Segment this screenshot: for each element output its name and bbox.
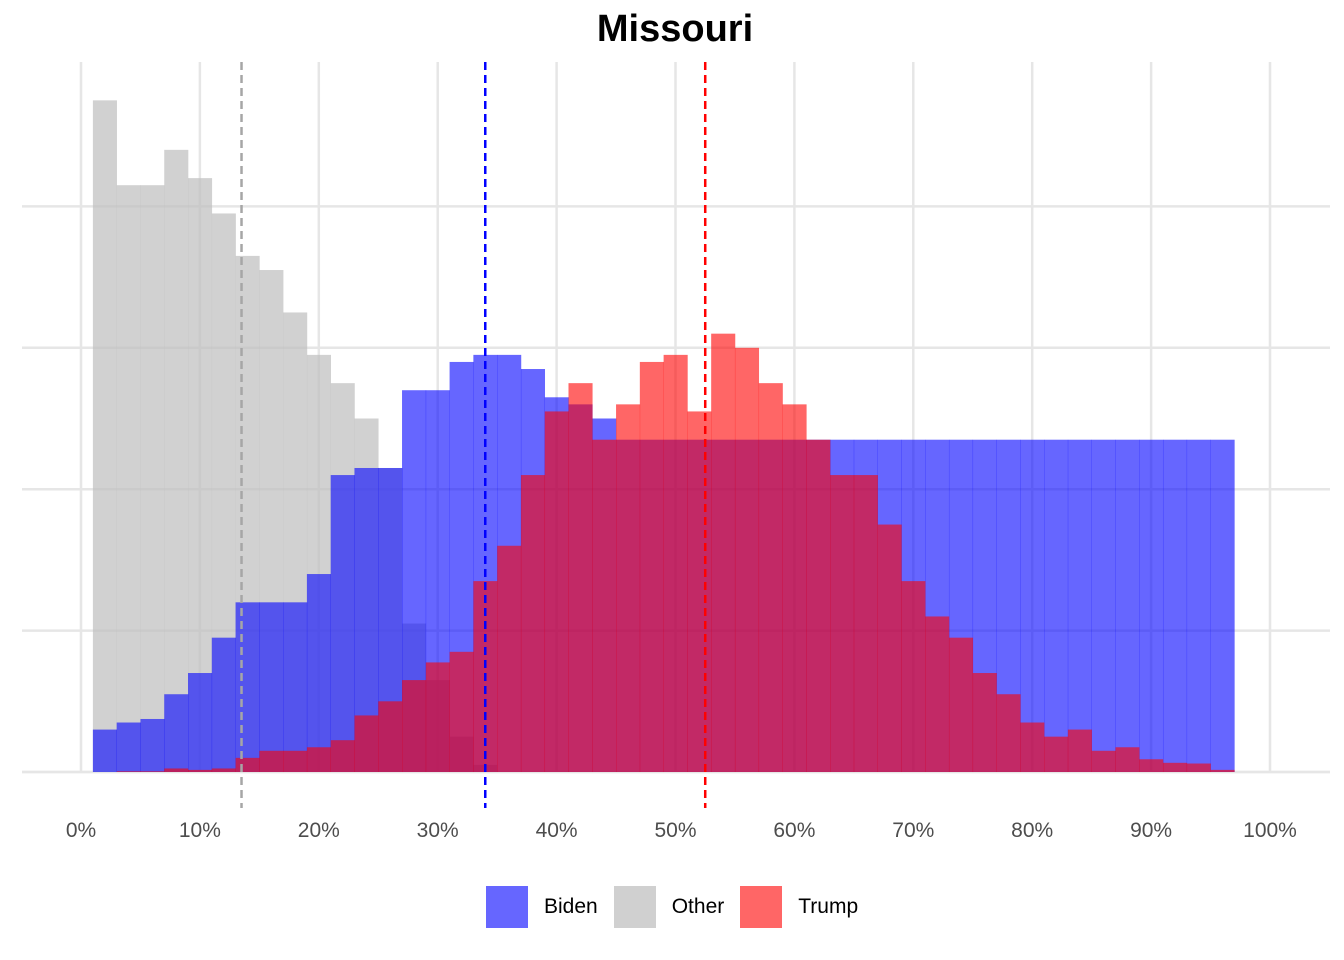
bar-trump-15 (449, 651, 474, 772)
bar-biden-39 (1020, 439, 1045, 772)
legend-item-other: Other (613, 886, 725, 928)
bar-biden-1 (116, 722, 141, 772)
bar-biden-0 (92, 729, 117, 772)
bar-other-0 (92, 100, 117, 773)
bar-trump-19 (544, 411, 569, 772)
bar-trump-9 (306, 747, 331, 772)
bar-biden-7 (259, 602, 284, 772)
bar-trump-30 (806, 439, 831, 772)
bar-trump-37 (972, 673, 997, 772)
bar-trump-43 (1115, 747, 1140, 772)
bar-biden-4 (188, 673, 213, 772)
legend-swatch-other (613, 886, 656, 928)
x-tick-label-9: 90% (1130, 819, 1172, 842)
x-tick-label-4: 40% (536, 819, 578, 842)
bar-trump-20 (568, 383, 593, 772)
bar-trump-32 (853, 475, 878, 772)
series-trump (116, 333, 1235, 772)
bar-trump-46 (1186, 763, 1211, 772)
bar-trump-22 (616, 404, 641, 772)
bar-trump-2 (140, 771, 165, 772)
x-tick-label-0: 0% (66, 819, 96, 842)
bar-other-3 (164, 149, 189, 773)
legend-label-biden: Biden (544, 895, 598, 918)
bar-trump-4 (188, 769, 213, 772)
bar-trump-3 (164, 768, 189, 772)
bar-trump-24 (663, 354, 688, 772)
bar-trump-11 (354, 715, 379, 772)
bar-other-2 (140, 185, 165, 772)
bar-biden-3 (164, 694, 189, 772)
bar-trump-18 (520, 475, 546, 772)
bar-trump-39 (1020, 722, 1045, 772)
bar-biden-9 (306, 574, 331, 772)
bar-trump-13 (402, 680, 427, 772)
bar-trump-33 (877, 524, 902, 772)
legend-item-trump: Trump (740, 886, 858, 928)
bar-trump-28 (758, 383, 783, 772)
bar-biden-46 (1186, 439, 1211, 772)
bar-trump-38 (996, 694, 1021, 772)
x-tick-label-8: 80% (1011, 819, 1053, 842)
bar-trump-23 (639, 361, 664, 772)
bar-biden-40 (1044, 439, 1069, 772)
bar-trump-6 (235, 757, 260, 772)
bar-biden-41 (1067, 439, 1092, 772)
bar-trump-26 (711, 333, 736, 772)
bar-trump-36 (948, 637, 974, 772)
bar-trump-34 (901, 581, 926, 772)
bar-trump-44 (1139, 759, 1164, 772)
bar-trump-8 (283, 750, 308, 772)
bar-biden-43 (1115, 439, 1140, 772)
legend-item-biden: Biden (486, 886, 598, 928)
bar-biden-10 (330, 475, 355, 772)
bar-trump-10 (330, 740, 355, 772)
bar-trump-25 (687, 411, 712, 772)
x-tick-label-10: 100% (1243, 819, 1297, 842)
bar-trump-35 (925, 616, 950, 772)
bar-trump-17 (497, 545, 522, 772)
bar-trump-40 (1044, 736, 1069, 772)
x-tick-label-5: 50% (654, 819, 696, 842)
bar-trump-29 (782, 404, 807, 772)
bar-biden-5 (211, 637, 236, 772)
bar-other-1 (116, 185, 141, 772)
legend-label-other: Other (671, 895, 725, 918)
legend-swatch-trump (740, 886, 783, 928)
x-tick-labels: 0% 10% 20% 30% 40% 50% 60% 70% 80% 90% 100% (66, 819, 1297, 842)
bar-trump-45 (1162, 762, 1188, 772)
bar-trump-1 (116, 771, 141, 772)
bar-biden-42 (1091, 439, 1116, 772)
bar-biden-44 (1139, 439, 1164, 772)
bar-biden-2 (140, 718, 165, 772)
x-tick-label-2: 20% (298, 819, 340, 842)
bar-biden-8 (283, 602, 308, 772)
bar-trump-7 (259, 750, 284, 772)
bar-trump-42 (1091, 750, 1116, 772)
bar-trump-12 (378, 701, 403, 772)
x-tick-label-7: 70% (892, 819, 934, 842)
mean-lines-layer (240, 62, 707, 808)
bar-trump-47 (1210, 769, 1235, 772)
bar-trump-41 (1067, 729, 1092, 772)
histogram-plot: 0% 10% 20% 30% 40% 50% 60% 70% 80% 90% 100% (22, 62, 1330, 842)
bar-trump-14 (425, 662, 450, 772)
bar-biden-45 (1162, 439, 1188, 772)
bar-trump-5 (211, 768, 236, 772)
bar-trump-21 (592, 439, 617, 772)
x-tick-label-1: 10% (179, 819, 221, 842)
chart-title: Missouri (596, 8, 754, 50)
bar-trump-31 (830, 475, 855, 772)
bar-biden-47 (1210, 439, 1235, 772)
bar-trump-27 (734, 347, 760, 772)
bar-biden-6 (235, 602, 260, 772)
x-tick-label-3: 30% (417, 819, 459, 842)
x-tick-label-6: 60% (773, 819, 815, 842)
legend-label-trump: Trump (798, 895, 859, 918)
bars-layer (92, 100, 1235, 773)
legend-swatch-biden (486, 886, 528, 928)
legend: Biden Other Trump (486, 886, 874, 928)
